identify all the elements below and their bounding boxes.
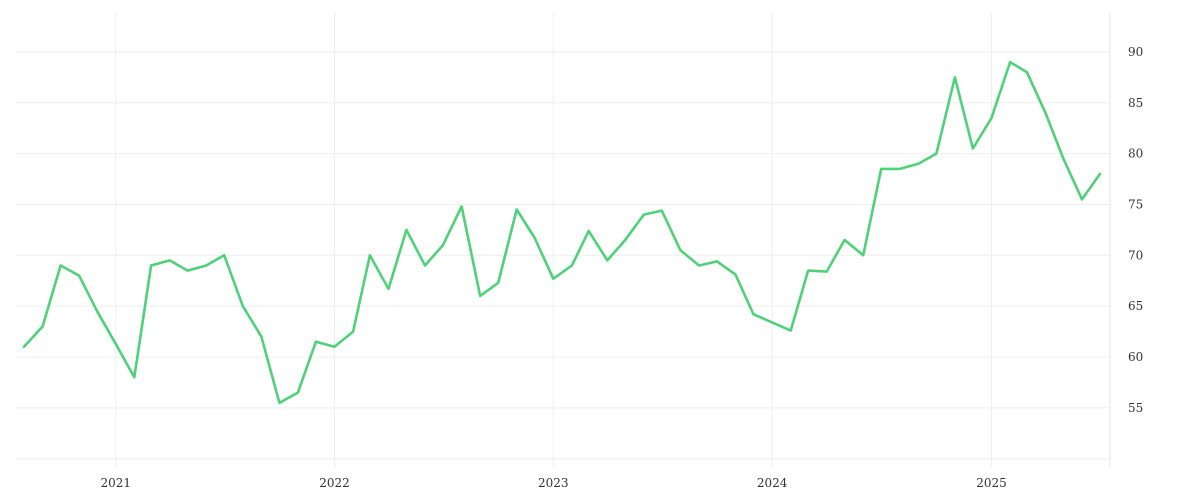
- y-tick-label: 65: [1128, 299, 1143, 313]
- series-line: [22, 60, 1102, 405]
- y-tick-label: 70: [1128, 248, 1143, 262]
- x-tick-label: 2025: [976, 476, 1007, 490]
- series-layer: [22, 60, 1102, 405]
- tick-labels: 55 60 65 70 75 80 85 90 2021 2022 2023 2024 2025: [100, 45, 1143, 490]
- y-tick-label: 55: [1128, 401, 1143, 415]
- y-tick-label: 60: [1128, 350, 1143, 364]
- x-tick-label: 2022: [319, 476, 350, 490]
- y-tick-label: 75: [1128, 197, 1143, 211]
- x-tick-label: 2021: [100, 476, 131, 490]
- x-tick-label: 2023: [538, 476, 569, 490]
- x-tick-label: 2024: [757, 476, 788, 490]
- grid: [16, 12, 1111, 468]
- y-tick-label: 80: [1128, 147, 1143, 161]
- y-tick-label: 85: [1128, 96, 1143, 110]
- y-tick-label: 90: [1128, 45, 1143, 59]
